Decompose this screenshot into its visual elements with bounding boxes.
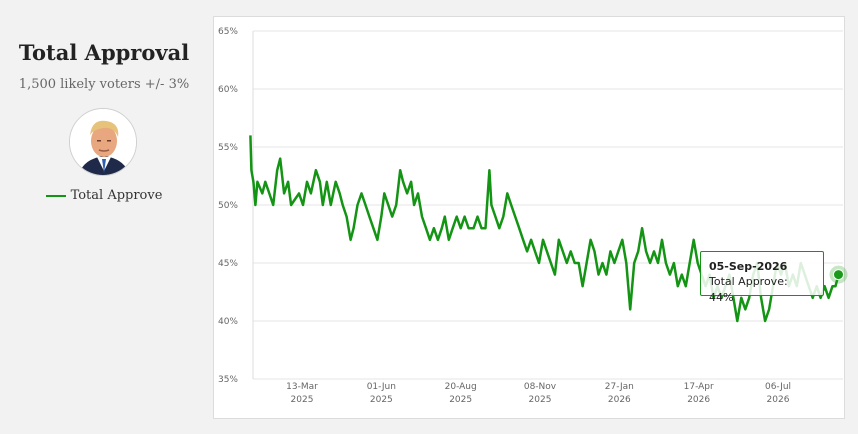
legend-line-swatch xyxy=(45,194,66,197)
x-tick-label: 06-Jul xyxy=(765,382,791,392)
panel-subtitle: 1,500 likely voters +/- 3% xyxy=(18,77,190,92)
x-tick-year-label: 2025 xyxy=(291,395,314,405)
chart-legend[interactable]: Total Approve xyxy=(0,188,208,203)
x-tick-label: 08-Nov xyxy=(524,382,557,392)
x-tick-label: 13-Mar xyxy=(286,382,318,392)
chart-frame xyxy=(213,16,845,419)
x-tick-year-label: 2025 xyxy=(370,395,393,405)
left-panel: Total Approval 1,500 likely voters +/- 3… xyxy=(0,0,210,434)
chart-tooltip: 05-Sep-2026 Total Approve: 44% xyxy=(700,251,824,304)
tooltip-date: 05-Sep-2026 xyxy=(709,260,788,273)
y-tick-label: 55% xyxy=(218,143,238,153)
avatar xyxy=(69,108,137,176)
panel-title: Total Approval xyxy=(18,40,190,65)
tooltip-value: Total Approve: 44% xyxy=(709,275,788,304)
x-tick-year-label: 2026 xyxy=(687,395,710,405)
x-tick-label: 20-Aug xyxy=(445,382,477,392)
highlight-point xyxy=(832,269,844,281)
y-tick-label: 60% xyxy=(218,85,238,95)
x-axis-ticks: 13-Mar 2025 01-Jun 2025 20-Aug 2025 08-Nov 2025… xyxy=(286,382,791,405)
series-line-total-approve xyxy=(249,135,840,323)
x-tick-year-label: 2026 xyxy=(608,395,631,405)
y-tick-label: 65% xyxy=(218,27,238,37)
y-tick-label: 40% xyxy=(218,317,238,327)
marker-layer xyxy=(829,265,848,284)
y-tick-label: 50% xyxy=(218,201,238,211)
x-tick-year-label: 2025 xyxy=(449,395,472,405)
y-axis-ticks: 35% 40% 45% 50% 55% 60% 65% xyxy=(218,27,238,385)
person-portrait-icon xyxy=(70,109,136,175)
legend-label: Total Approve xyxy=(70,188,163,203)
series-layer xyxy=(249,135,840,323)
x-tick-label: 27-Jan xyxy=(605,382,634,392)
y-tick-label: 35% xyxy=(218,375,238,385)
x-tick-label: 01-Jun xyxy=(367,382,396,392)
x-tick-year-label: 2026 xyxy=(767,395,790,405)
x-tick-label: 17-Apr xyxy=(684,382,714,392)
x-tick-year-label: 2025 xyxy=(529,395,552,405)
y-tick-label: 45% xyxy=(218,259,238,269)
